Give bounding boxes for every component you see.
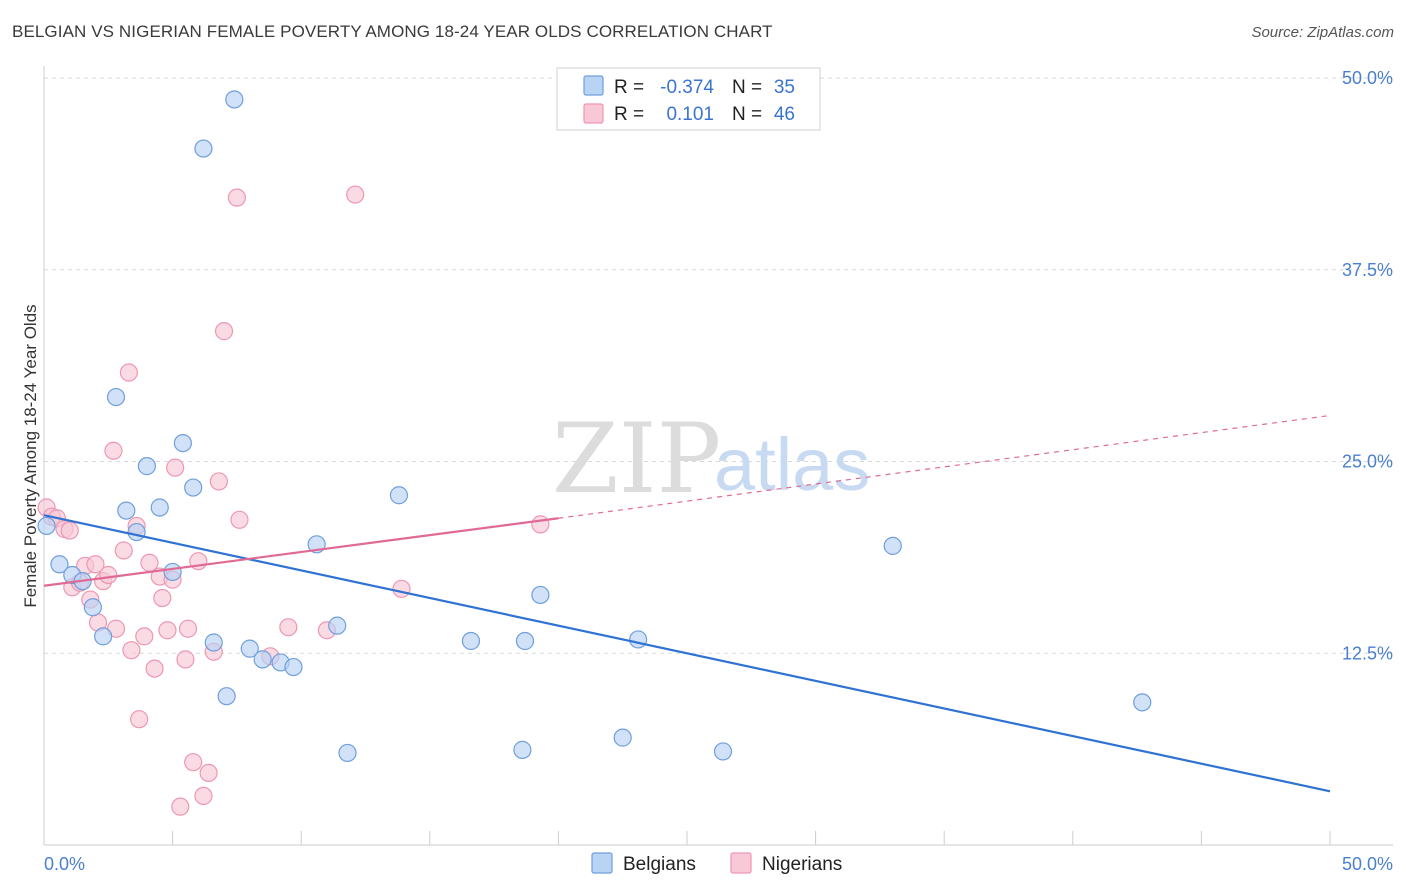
bottom-legend-swatch-nigerians (730, 852, 752, 874)
nigerian-point-34 (199, 763, 218, 783)
nigerian-point-45 (531, 515, 550, 534)
belgian-point-17 (225, 90, 244, 109)
nigerian-point-25 (158, 621, 177, 640)
nigerian-point-13 (104, 441, 123, 460)
belgian-point-6 (106, 387, 126, 407)
belgian-point-24 (338, 743, 357, 763)
y-axis-label: Female Poverty Among 18-24 Year Olds (21, 304, 40, 607)
belgian-point-8 (127, 522, 146, 542)
y-tick-label-0: 12.5% (1342, 643, 1393, 663)
legend-r-label-1: R = (614, 77, 644, 98)
chart-title: BELGIAN VS NIGERIAN FEMALE POVERTY AMONG… (12, 22, 773, 41)
legend-n-value-1: 35 (774, 77, 795, 98)
nigerian-point-19 (130, 710, 149, 729)
belgian-points (37, 90, 1152, 763)
belgian-point-29 (531, 585, 550, 605)
belgian-point-26 (461, 631, 481, 651)
belgian-point-33 (883, 536, 902, 555)
belgian-point-4 (83, 598, 102, 617)
nigerian-point-37 (214, 322, 234, 341)
nigerian-point-16 (119, 363, 138, 382)
nigerian-point-43 (346, 185, 365, 204)
nigerian-point-41 (279, 618, 298, 637)
belgian-point-0 (37, 516, 56, 536)
belgian-point-28 (515, 631, 535, 651)
belgian-point-10 (150, 498, 169, 517)
nigerian-point-15 (114, 541, 133, 560)
belgian-point-34 (1133, 693, 1152, 712)
legend-r-label-2: R = (614, 104, 644, 125)
belgian-point-32 (713, 742, 733, 761)
belgian-point-31 (629, 630, 648, 649)
watermark-atlas: atlas (714, 423, 870, 506)
belgian-point-13 (184, 478, 203, 497)
x-tick-label-1: 50.0% (1342, 854, 1393, 874)
bottom-legend-swatch-belgians (591, 852, 613, 874)
nigerian-point-24 (153, 588, 172, 608)
bottom-legend-nigerians: Nigerians (762, 854, 842, 875)
gridlines (44, 77, 1393, 654)
nigerian-point-12 (99, 565, 118, 585)
tick-labels: 12.5% 25.0% 37.5% 50.0% 0.0% 50.0% (44, 68, 1393, 874)
trend-lines (43, 414, 1331, 793)
belgian-point-14 (194, 139, 213, 158)
nigerian-point-36 (209, 472, 228, 491)
y-tick-label-2: 37.5% (1342, 260, 1393, 280)
legend-swatch-nigerians (583, 103, 604, 124)
nigerian-point-28 (171, 797, 190, 816)
nigerian-point-22 (145, 659, 164, 678)
belgian-point-30 (613, 728, 632, 747)
nigerian-point-31 (184, 753, 203, 772)
nigerian-point-29 (176, 650, 195, 669)
correlation-legend: R = -0.374 N = 35 R = 0.101 N = 46 (556, 67, 821, 131)
watermark-zip: ZIP (552, 403, 721, 515)
source-label: Source: ZipAtlas.com (1251, 24, 1394, 41)
nigerian-point-30 (178, 619, 198, 638)
belgian-point-27 (513, 740, 532, 759)
legend-swatch-belgians (583, 75, 604, 96)
legend-n-value-2: 46 (774, 104, 795, 125)
belgian-point-12 (173, 433, 192, 453)
belgian-point-21 (284, 657, 303, 677)
belgian-point-15 (204, 633, 223, 652)
belgian-point-19 (253, 650, 272, 669)
nigerian-point-39 (230, 510, 249, 529)
bottom-legend-belgians: Belgians (623, 854, 696, 875)
legend-n-label-1: N = (732, 77, 762, 98)
nigerian-point-27 (166, 458, 185, 477)
belgian-point-5 (94, 627, 113, 646)
nigerian-point-33 (194, 786, 213, 806)
nigerian-trend-line (43, 517, 559, 587)
watermark: ZIP atlas (552, 403, 870, 515)
belgian-point-9 (137, 457, 156, 476)
nigerian-points (37, 185, 550, 816)
series-legend: Belgians Nigerians (591, 852, 842, 875)
nigerian-point-9 (86, 555, 105, 574)
belgian-point-11 (163, 562, 182, 582)
belgian-point-25 (389, 486, 409, 505)
nigerian-point-4 (60, 521, 79, 540)
y-tick-label-1: 25.0% (1342, 452, 1393, 472)
belgian-point-18 (240, 639, 259, 658)
nigerian-point-17 (122, 641, 141, 660)
belgian-point-1 (50, 555, 69, 574)
belgian-point-16 (217, 687, 236, 706)
nigerian-point-44 (392, 579, 411, 598)
nigerian-point-38 (227, 188, 246, 207)
x-tick-label-0: 0.0% (44, 854, 85, 874)
nigerian-point-20 (135, 627, 154, 646)
y-tick-label-3: 50.0% (1342, 68, 1393, 88)
belgian-trend-line (43, 514, 1331, 793)
belgian-point-23 (328, 616, 347, 635)
axes (43, 66, 1393, 846)
belgian-point-7 (117, 501, 136, 520)
legend-r-value-2: 0.101 (666, 104, 714, 125)
legend-n-label-2: N = (732, 104, 762, 125)
legend-r-value-1: -0.374 (660, 77, 714, 98)
